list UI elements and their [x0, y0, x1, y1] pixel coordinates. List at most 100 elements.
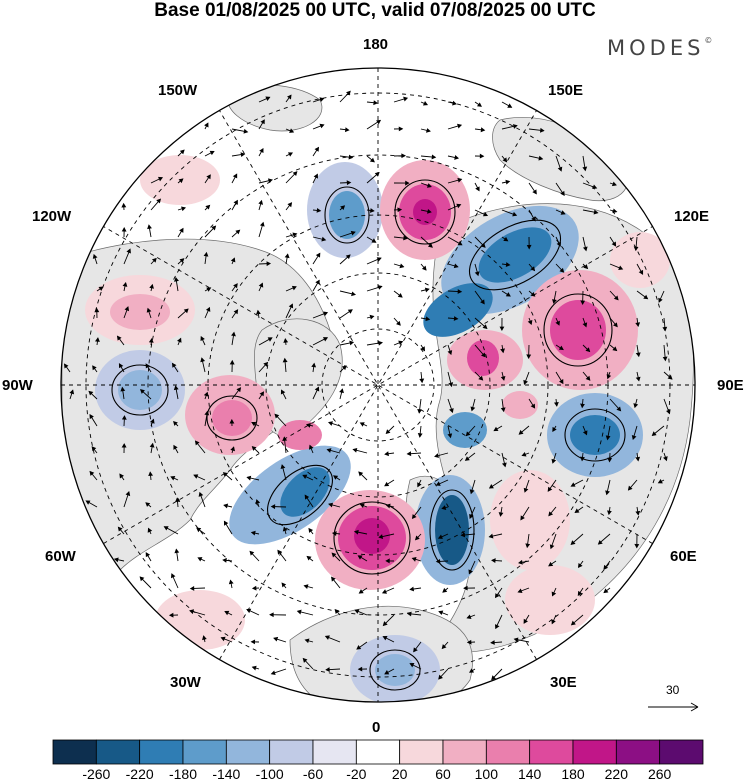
wind-vector-head	[326, 448, 332, 453]
wind-vector-head	[209, 150, 215, 156]
wind-vector-head	[582, 246, 588, 252]
wind-vector-head	[92, 365, 97, 371]
wind-vector-head	[618, 265, 624, 271]
wind-vector-head	[117, 526, 123, 532]
wind-vector-head	[399, 263, 405, 269]
wind-vector-head	[409, 586, 415, 592]
lon-label-180: 180	[363, 36, 389, 53]
wind-vector-head	[324, 635, 330, 640]
wind-vector-head	[558, 345, 564, 351]
wind-vector-head	[651, 431, 657, 436]
wind-vector-head	[518, 429, 524, 435]
wind-vector-head	[147, 224, 152, 230]
wind-vector-head	[259, 147, 264, 154]
colorbar-swatch-13	[615, 739, 661, 765]
wind-vector-head	[287, 202, 293, 208]
wind-vector-head	[304, 494, 310, 500]
wind-vector-head	[377, 285, 383, 290]
wind-vector-head	[382, 621, 388, 627]
anomaly-neg-scandinavia-core	[435, 495, 469, 565]
lon-label-30e: 30E	[550, 674, 577, 691]
wind-vector-head	[401, 153, 406, 159]
wind-vector-head	[345, 254, 351, 260]
wind-vector-head	[196, 527, 202, 533]
wind-vector-head	[148, 338, 154, 343]
wind-vector-head	[635, 456, 641, 462]
wind-vector-head	[259, 391, 265, 397]
colorbar-tick-label: 260	[647, 766, 672, 782]
wind-vector-head	[283, 338, 289, 343]
lon-label-0: 0	[372, 719, 381, 736]
wind-vector-head	[434, 453, 440, 458]
wind-vector-head	[258, 199, 264, 205]
wind-vector-head	[157, 176, 164, 182]
anomaly-neg-canada-core	[118, 370, 162, 410]
wind-vector-head	[231, 331, 236, 337]
wind-vector-head	[475, 186, 480, 192]
wind-vector-head	[303, 584, 309, 589]
wind-vector-head	[116, 335, 122, 341]
wind-vector-head	[605, 435, 611, 441]
colorbar-tick-label: -220	[125, 766, 154, 782]
wind-vector-head	[539, 127, 545, 133]
wind-vector-head	[633, 403, 639, 409]
colorbar-tick-label: -20	[346, 766, 367, 782]
wind-vector-head	[349, 340, 355, 346]
wind-vector-head	[256, 309, 261, 315]
wind-vector-head	[582, 322, 588, 328]
wind-vector-head	[482, 211, 489, 217]
wind-vector-head	[204, 122, 209, 128]
contour-east-siberia	[468, 219, 562, 291]
wind-vector-head	[233, 283, 238, 289]
wind-vector-head	[523, 487, 529, 493]
wind-vector-head	[122, 281, 128, 287]
wind-vector-head	[314, 146, 320, 152]
wind-vector-head	[168, 612, 174, 618]
anomaly-neg-laptev	[423, 283, 493, 337]
wind-vector-head	[222, 557, 227, 563]
wind-vector-head	[577, 590, 583, 596]
wind-vector-head	[119, 473, 124, 479]
wind-vector-head	[358, 589, 364, 594]
wind-vector-head	[480, 242, 486, 248]
wind-vector-head	[315, 279, 320, 285]
wind-vector-head	[113, 557, 119, 563]
wind-vector-head	[570, 620, 576, 626]
wind-vector-head	[181, 206, 186, 212]
wind-vector-head	[233, 309, 239, 315]
meridian-30w-150e	[219, 110, 537, 660]
wind-vector-head	[189, 586, 195, 591]
wind-vector-head	[457, 289, 463, 294]
wind-vector-head	[251, 421, 257, 427]
wind-vector-head	[236, 387, 242, 393]
wind-vector-head	[302, 657, 308, 663]
wind-vector-head	[356, 644, 362, 650]
wind-vector-head	[316, 207, 322, 213]
wind-vector-head	[149, 283, 154, 289]
wind-vector-head	[203, 391, 209, 397]
wind-vector-head	[448, 382, 454, 388]
wind-vector-head	[124, 306, 130, 312]
colorbar-tick-label: 60	[435, 766, 451, 782]
contour-scandinavia	[429, 489, 475, 571]
wind-vector-head	[398, 126, 404, 132]
wind-vector-head	[530, 403, 536, 409]
land-alaska	[227, 84, 323, 132]
wind-vector-head	[200, 357, 206, 363]
wind-vector-head	[369, 157, 375, 163]
wind-vector-head	[179, 258, 185, 263]
wind-vector-head	[263, 361, 269, 367]
wind-vector-head	[163, 526, 169, 531]
wind-vector-head	[121, 443, 127, 448]
wind-vector-head	[442, 587, 448, 593]
wind-vector-head	[251, 446, 257, 451]
wind-vector-head	[411, 557, 417, 562]
wind-vector-head	[229, 359, 235, 365]
wind-vector-head	[89, 414, 94, 420]
wind-vector-head	[438, 674, 443, 680]
colorbar-tick-label: -100	[255, 766, 284, 782]
wind-vector-head	[551, 619, 556, 625]
colorbar-swatch-6	[312, 739, 357, 765]
wind-vector-head	[560, 190, 565, 196]
wind-vector-head	[525, 543, 531, 549]
